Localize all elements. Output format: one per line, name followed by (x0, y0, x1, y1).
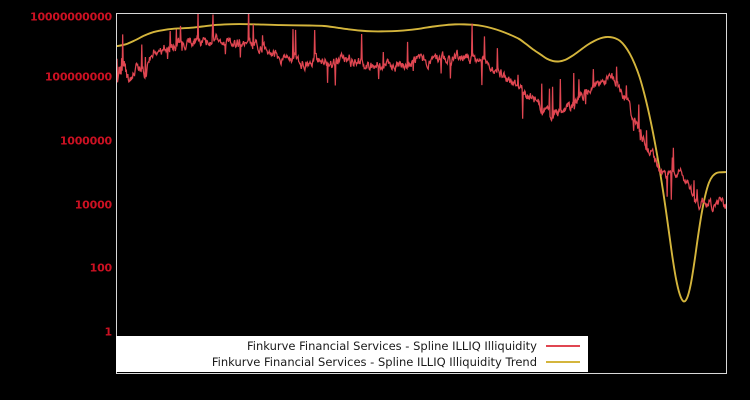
y-axis-tick-label: 100 (89, 261, 113, 275)
series-trend-line (117, 23, 726, 303)
legend-swatch-icon (546, 361, 580, 363)
legend-item-label: Finkurve Financial Services - Spline ILL… (211, 355, 537, 369)
chart-legend: Finkurve Financial Services - Spline ILL… (116, 336, 588, 372)
y-axis-tick-label: 10000 (74, 198, 112, 212)
y-axis-tick-label: 1000000 (59, 134, 112, 148)
y-axis-tick-label: 100000000 (44, 70, 112, 84)
plot-area (116, 13, 727, 374)
legend-item: Finkurve Financial Services - Spline ILL… (116, 338, 582, 354)
series-illiquidity-line (117, 14, 726, 213)
y-axis: 10000000000 100000000 1000000 10000 100 … (0, 0, 112, 400)
legend-item-label: Finkurve Financial Services - Spline ILL… (247, 339, 537, 353)
y-axis-tick-label: 10000000000 (30, 10, 112, 24)
plot-svg (117, 14, 726, 303)
y-axis-tick-label: 1 (104, 325, 113, 339)
legend-item: Finkurve Financial Services - Spline ILL… (116, 354, 582, 370)
legend-swatch-icon (546, 345, 580, 347)
